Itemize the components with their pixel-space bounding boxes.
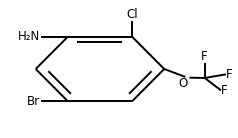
Text: F: F xyxy=(226,68,233,81)
Text: Br: Br xyxy=(27,95,40,108)
Text: F: F xyxy=(201,51,208,63)
Text: Cl: Cl xyxy=(126,8,138,21)
Text: H₂N: H₂N xyxy=(18,30,40,43)
Text: F: F xyxy=(221,84,228,97)
Text: O: O xyxy=(179,77,188,90)
